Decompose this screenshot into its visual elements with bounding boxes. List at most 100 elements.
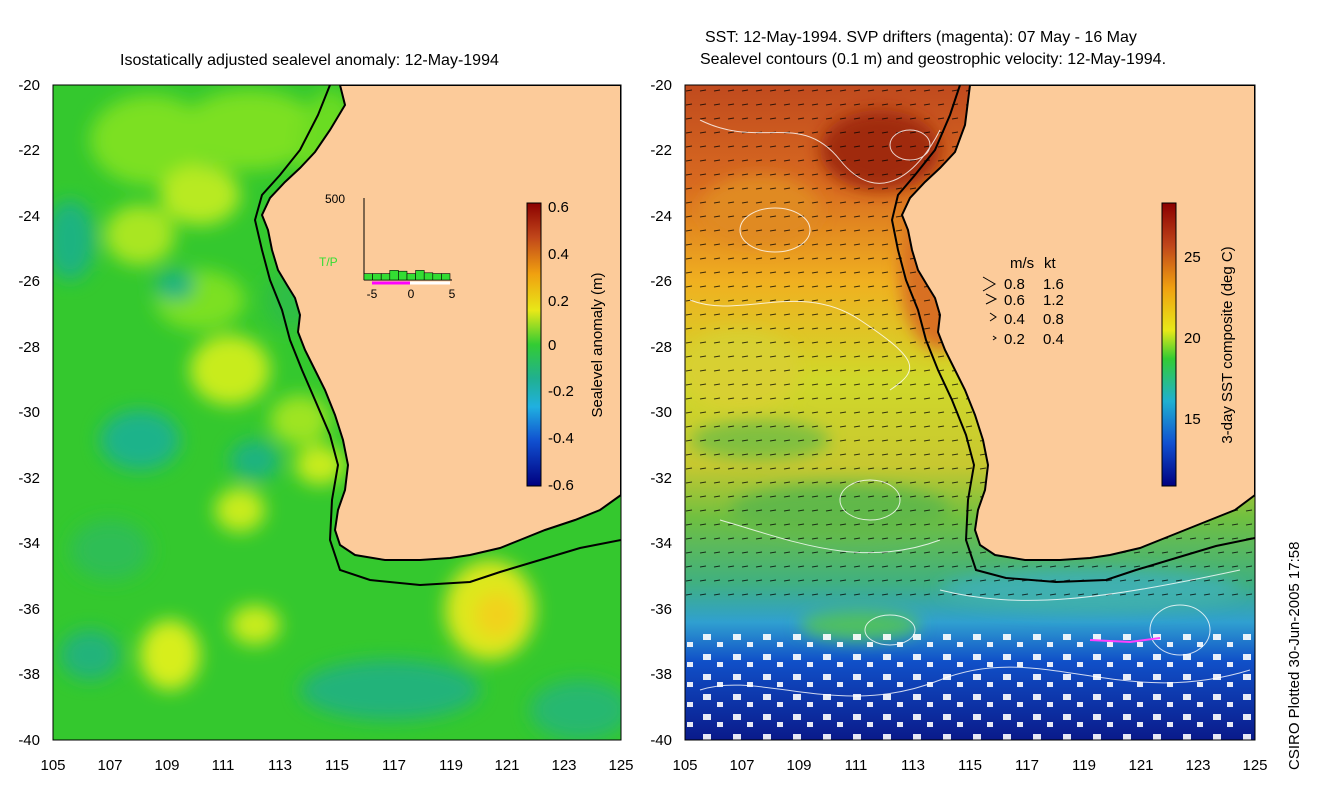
- sla-cbar-tick: 0: [548, 337, 556, 354]
- lon-tick: 117: [382, 757, 406, 774]
- lat-tick: -32: [18, 470, 40, 487]
- legend-arrow-0.8: [982, 276, 996, 292]
- lon-tick: 115: [325, 757, 349, 774]
- legend-ms: 0.8: [1004, 276, 1025, 293]
- lat-tick: -24: [18, 208, 40, 225]
- inset-bar: [423, 272, 434, 281]
- lat-tick: -30: [18, 404, 40, 421]
- lat-tick: -34: [650, 535, 672, 552]
- lon-tick: 105: [40, 757, 65, 774]
- lon-tick: 107: [97, 757, 122, 774]
- inset-bar: [415, 270, 425, 281]
- lat-tick: -36: [18, 601, 40, 618]
- shelf-contour: [253, 85, 621, 587]
- legend-arrow-0.6: [985, 293, 998, 305]
- inset-x-tick: -5: [367, 287, 378, 301]
- inset-bar: [406, 273, 416, 281]
- right-panel-title-line1: SST: 12-May-1994. SVP drifters (magenta)…: [705, 29, 1137, 46]
- lat-tick: -40: [650, 732, 672, 749]
- sst-cbar-tick: 25: [1184, 249, 1201, 266]
- inset-bar: [372, 273, 382, 281]
- sst-cbar-label: 3-day SST composite (deg C): [1219, 246, 1236, 443]
- lon-tick: 111: [845, 757, 868, 774]
- lon-tick: 119: [439, 757, 463, 774]
- left-lat-axis: -20 -22 -24 -26 -28 -30 -32 -34 -36 -38 …: [18, 77, 40, 749]
- inset-bar: [380, 273, 391, 281]
- lat-tick: -20: [650, 77, 672, 94]
- legend-arrow-0.2: [992, 335, 997, 341]
- sla-cbar-tick: 0.6: [548, 199, 569, 216]
- lon-tick: 121: [494, 757, 519, 774]
- lat-tick: -40: [18, 732, 40, 749]
- inset-bar: [432, 273, 442, 281]
- lon-tick: 125: [1242, 757, 1267, 774]
- lat-tick: -24: [650, 208, 672, 225]
- lon-tick: 125: [608, 757, 633, 774]
- sla-cbar-label: Sealevel anomaly (m): [589, 272, 606, 417]
- legend-ms: 0.6: [1004, 292, 1025, 309]
- legend-kt: 0.8: [1043, 311, 1064, 328]
- inset-bar: [398, 270, 408, 281]
- lon-tick: 113: [901, 757, 925, 774]
- lon-tick: 121: [1128, 757, 1153, 774]
- lon-tick: 119: [1072, 757, 1096, 774]
- inset-ymax-label: 500: [325, 192, 345, 206]
- left-panel-title: Isostatically adjusted sealevel anomaly:…: [120, 52, 499, 69]
- cloud-mask: [685, 630, 1255, 740]
- lon-tick: 117: [1015, 757, 1039, 774]
- lat-tick: -26: [18, 273, 40, 290]
- svp-drifter-track: [1089, 637, 1161, 644]
- lon-tick: 115: [958, 757, 982, 774]
- sst-colorbar: 25 20 15 3-day SST composite (deg C): [1161, 202, 1236, 487]
- lon-tick: 105: [672, 757, 697, 774]
- lat-tick: -34: [18, 535, 40, 552]
- lon-tick: 123: [1185, 757, 1210, 774]
- legend-ms: 0.4: [1004, 311, 1025, 328]
- inset-bar: [363, 273, 373, 281]
- sla-cbar-tick: 0.4: [548, 246, 569, 263]
- inset-tp-label: T/P: [319, 255, 338, 269]
- lon-tick: 109: [786, 757, 811, 774]
- sla-cbar-tick: -0.6: [548, 477, 574, 494]
- lat-tick: -28: [18, 339, 40, 356]
- lat-tick: -20: [18, 77, 40, 94]
- sst-cbar-tick: 20: [1184, 330, 1201, 347]
- legend-kt: 1.2: [1043, 292, 1064, 309]
- left-map: -20 -22 -24 -26 -28 -30 -32 -34 -36 -38 …: [18, 77, 633, 774]
- lon-tick: 123: [551, 757, 576, 774]
- sst-cbar-tick: 15: [1184, 411, 1201, 428]
- lat-tick: -22: [650, 142, 672, 159]
- right-panel-title-line2: Sealevel contours (0.1 m) and geostrophi…: [700, 51, 1167, 68]
- sla-cbar-tick: -0.4: [548, 430, 574, 447]
- sla-cbar-tick: -0.2: [548, 383, 574, 400]
- left-lon-axis: 105 107 109 111 113 115 117 119 121 123 …: [40, 757, 633, 774]
- lon-tick: 109: [154, 757, 179, 774]
- inset-bar: [389, 270, 399, 281]
- inset-x-tick: 0: [408, 287, 415, 301]
- left-map-frame: [52, 84, 622, 741]
- right-lat-axis: -20 -22 -24 -26 -28 -30 -32 -34 -36 -38 …: [650, 77, 672, 749]
- lat-tick: -26: [650, 273, 672, 290]
- legend-kt: 1.6: [1043, 276, 1064, 293]
- legend-header-ms: m/s: [1010, 255, 1034, 272]
- sla-colorbar: 0.6 0.4 0.2 0 -0.2 -0.4 -0.6 Sealevel an…: [526, 199, 606, 494]
- lat-tick: -28: [650, 339, 672, 356]
- tp-inset-histogram: 500 T/P -5 0 5: [319, 192, 456, 301]
- inset-x-tick: 5: [449, 287, 456, 301]
- legend-ms: 0.2: [1004, 331, 1025, 348]
- lat-tick: -36: [650, 601, 672, 618]
- credit-text: CSIRO Plotted 30-Jun-2005 17:58: [1286, 541, 1303, 770]
- lat-tick: -30: [650, 404, 672, 421]
- legend-arrow-0.4: [989, 312, 997, 322]
- lat-tick: -32: [650, 470, 672, 487]
- inset-bar: [441, 273, 451, 281]
- lat-tick: -38: [18, 666, 40, 683]
- right-map-frame: [684, 84, 1256, 741]
- right-lon-axis: 105 107 109 111 113 115 117 119 121 123 …: [672, 757, 1267, 774]
- sealevel-contours: [689, 119, 1251, 697]
- velocity-legend: m/s kt 0.8 1.6 0.6 1.2 0.4 0.8 0.2 0.4: [982, 255, 1064, 348]
- lon-tick: 107: [729, 757, 754, 774]
- shelf-contour: [890, 85, 1255, 584]
- lat-tick: -38: [650, 666, 672, 683]
- legend-header-kt: kt: [1044, 255, 1057, 272]
